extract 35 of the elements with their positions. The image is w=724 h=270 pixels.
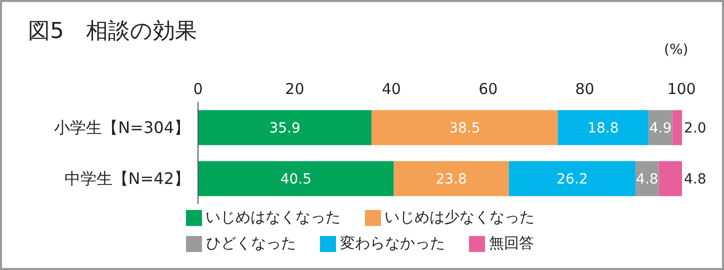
data-label: 4.9: [649, 120, 672, 137]
y-tick-label: 小学生【N=304】: [54, 118, 190, 138]
bar: [558, 110, 649, 146]
data-label: 35.9: [269, 120, 300, 137]
data-label: 2.0: [684, 120, 706, 137]
data-label: 4.8: [684, 172, 706, 188]
bar: [508, 161, 636, 196]
x-tick-label: 20: [285, 80, 304, 98]
data-label: 4.8: [636, 172, 658, 188]
legend-label: ひどくなった: [206, 234, 296, 252]
data-label: 18.8: [588, 120, 619, 137]
x-tick-label: 40: [382, 80, 401, 98]
bar: [394, 161, 509, 196]
x-axis-title: (%): [664, 42, 688, 58]
legend-label: いじめはなくなった: [206, 208, 340, 226]
x-tick-label: 60: [478, 80, 498, 98]
legend-label: 変わらなかった: [340, 234, 445, 252]
bar: [636, 161, 659, 196]
bar: [672, 110, 682, 146]
bar: [372, 110, 558, 146]
x-tick-label: 0: [193, 80, 203, 98]
x-tick-label: 80: [575, 80, 594, 98]
data-label: 38.5: [449, 120, 480, 137]
bar: [198, 110, 372, 146]
y-tick-label: 中学生【N=42】: [64, 169, 190, 188]
chart-title: 図5 相談の効果: [28, 18, 197, 46]
data-label: 26.2: [556, 172, 588, 188]
bar: [648, 110, 672, 146]
bar: [198, 161, 394, 196]
legend-label: 無回答: [489, 234, 534, 252]
x-tick-label: 100: [667, 80, 696, 98]
data-label: 23.8: [436, 172, 467, 188]
data-label: 40.5: [280, 172, 312, 188]
legend-label: いじめは少なくなった: [384, 208, 534, 226]
bar: [658, 161, 682, 196]
